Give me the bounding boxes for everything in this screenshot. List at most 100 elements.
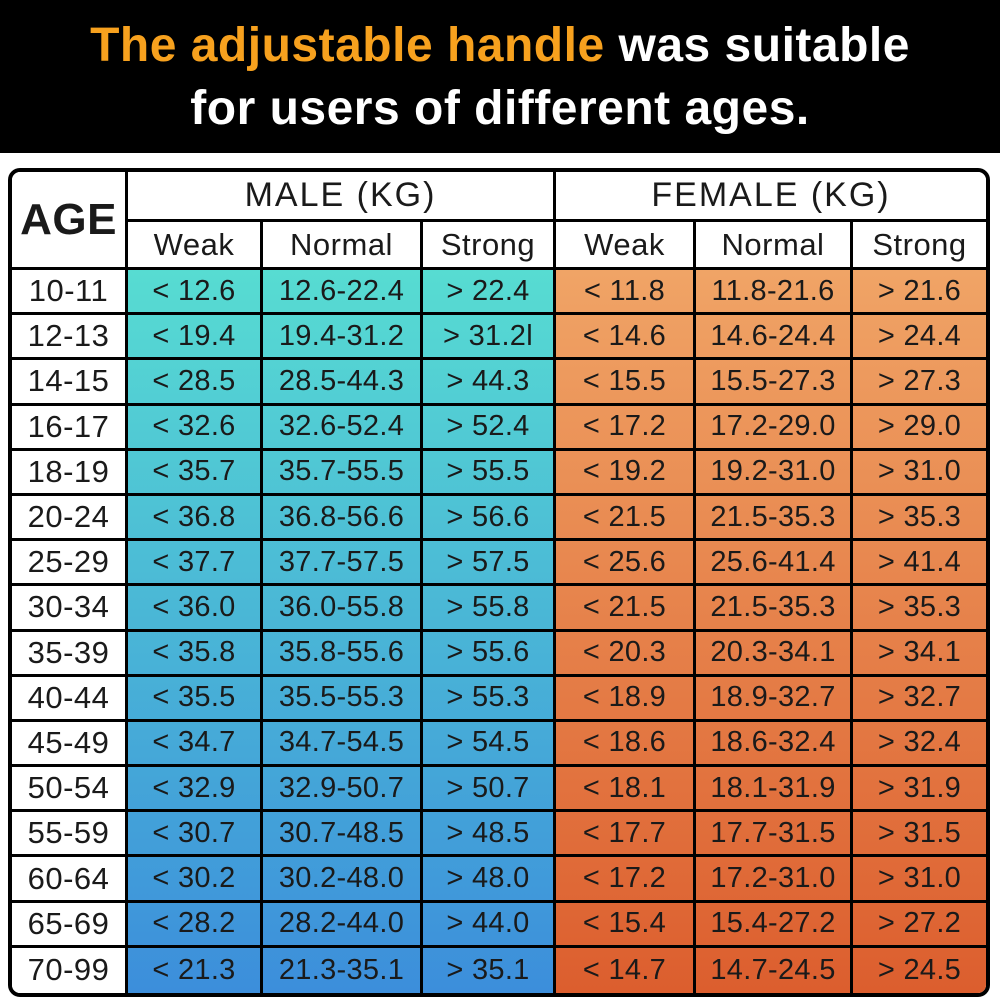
female-weak-cell: < 15.4 (556, 902, 696, 948)
male-group-header: MALE (KG) (128, 172, 556, 222)
female-normal-cell: 17.2-31.0 (696, 857, 853, 903)
title-rest: was suitable (604, 18, 910, 72)
male-weak-cell: < 28.2 (128, 902, 263, 948)
male-normal-cell: 35.8-55.6 (263, 631, 423, 677)
male-normal-header: Normal (263, 222, 423, 270)
female-weak-cell: < 25.6 (556, 541, 696, 587)
female-strong-cell: > 31.5 (853, 812, 986, 858)
male-weak-cell: < 34.7 (128, 721, 263, 768)
female-normal-cell: 25.6-41.4 (696, 541, 853, 587)
age-cell: 35-39 (12, 631, 128, 677)
male-normal-cell: 36.0-55.8 (263, 586, 423, 632)
age-column-header: AGE (12, 172, 128, 270)
female-weak-cell: < 17.2 (556, 857, 696, 903)
male-normal-cell: 32.6-52.4 (263, 405, 423, 451)
age-cell: 45-49 (12, 721, 128, 768)
age-cell: 16-17 (12, 405, 128, 451)
female-normal-cell: 17.7-31.5 (696, 812, 853, 858)
male-strong-cell: > 44.0 (423, 902, 556, 948)
male-strong-cell: > 54.5 (423, 721, 556, 768)
female-weak-cell: < 18.1 (556, 767, 696, 813)
female-gradient-background (556, 270, 986, 993)
male-normal-cell: 35.5-55.3 (263, 676, 423, 722)
male-normal-cell: 37.7-57.5 (263, 541, 423, 587)
male-normal-cell: 28.2-44.0 (263, 902, 423, 948)
male-weak-cell: < 12.6 (128, 270, 263, 316)
female-weak-cell: < 17.2 (556, 405, 696, 451)
female-normal-cell: 15.5-27.3 (696, 360, 853, 406)
female-normal-cell: 14.6-24.4 (696, 315, 853, 361)
female-weak-cell: < 21.5 (556, 586, 696, 632)
age-cell: 55-59 (12, 812, 128, 858)
male-weak-cell: < 30.7 (128, 812, 263, 858)
female-normal-cell: 14.7-24.5 (696, 947, 853, 993)
male-normal-cell: 30.2-48.0 (263, 857, 423, 903)
age-cell: 10-11 (12, 270, 128, 316)
female-normal-cell: 18.6-32.4 (696, 721, 853, 768)
female-strong-cell: > 31.0 (853, 451, 986, 496)
male-strong-cell: > 55.3 (423, 676, 556, 722)
table-grid: AGE MALE (KG) FEMALE (KG) Weak Normal St… (12, 172, 986, 993)
female-strong-cell: > 21.6 (853, 270, 986, 316)
female-weak-cell: < 11.8 (556, 270, 696, 316)
male-strong-cell: > 55.6 (423, 631, 556, 677)
male-normal-cell: 30.7-48.5 (263, 812, 423, 858)
male-weak-cell: < 21.3 (128, 947, 263, 993)
female-normal-cell: 18.9-32.7 (696, 676, 853, 722)
male-strong-cell: > 44.3 (423, 360, 556, 406)
age-cell: 70-99 (12, 947, 128, 993)
male-strong-cell: > 22.4 (423, 270, 556, 316)
age-cell: 25-29 (12, 541, 128, 587)
female-strong-cell: > 35.3 (853, 496, 986, 542)
female-strong-cell: > 34.1 (853, 632, 986, 677)
male-gradient-background (128, 270, 556, 993)
age-cell: 60-64 (12, 857, 128, 903)
female-weak-cell: < 14.6 (556, 315, 696, 361)
male-weak-cell: < 19.4 (128, 315, 263, 361)
female-strong-cell: > 31.9 (853, 767, 986, 813)
male-weak-cell: < 30.2 (128, 857, 263, 903)
male-strong-cell: > 56.6 (423, 495, 556, 542)
female-normal-header: Normal (696, 222, 853, 270)
age-cell: 30-34 (12, 586, 128, 632)
age-cell: 65-69 (12, 902, 128, 948)
male-normal-cell: 32.9-50.7 (263, 767, 423, 813)
male-weak-cell: < 32.6 (128, 405, 263, 451)
male-normal-cell: 19.4-31.2 (263, 315, 423, 361)
female-weak-cell: < 18.6 (556, 721, 696, 768)
female-strong-cell: > 24.4 (853, 315, 986, 361)
title-line-1: The adjustable handle was suitable (90, 14, 910, 77)
male-normal-cell: 28.5-44.3 (263, 360, 423, 406)
female-strong-header: Strong (853, 222, 986, 270)
female-strong-cell: > 27.3 (853, 360, 986, 406)
male-strong-cell: > 52.4 (423, 405, 556, 451)
age-cell: 50-54 (12, 767, 128, 813)
female-weak-cell: < 15.5 (556, 360, 696, 406)
title-banner: The adjustable handle was suitable for u… (0, 0, 1000, 153)
female-strong-cell: > 24.5 (877, 953, 962, 986)
female-weak-cell: < 20.3 (556, 631, 696, 677)
male-strong-cell: > 55.8 (423, 586, 556, 632)
female-weak-cell: < 21.5 (556, 495, 696, 542)
male-strong-header: Strong (423, 222, 556, 270)
male-weak-cell: < 36.0 (128, 586, 263, 632)
strength-table: AGE MALE (KG) FEMALE (KG) Weak Normal St… (8, 168, 990, 997)
age-cell: 20-24 (12, 495, 128, 542)
female-normal-cell: 19.2-31.0 (696, 450, 853, 496)
age-cell: 18-19 (12, 450, 128, 496)
female-weak-header: Weak (556, 222, 696, 270)
female-strong-cell: > 41.4 (853, 541, 986, 587)
age-cell: 14-15 (12, 360, 128, 406)
male-weak-cell: < 36.8 (128, 495, 263, 542)
male-weak-cell: < 28.5 (128, 360, 263, 406)
male-strong-cell: > 50.7 (423, 767, 556, 813)
male-strong-cell: > 48.0 (423, 857, 556, 903)
male-normal-cell: 21.3-35.1 (263, 947, 423, 993)
female-normal-cell: 17.2-29.0 (696, 405, 853, 451)
age-cell: 40-44 (12, 676, 128, 722)
female-strong-cell: > 35.3 (853, 586, 986, 632)
female-normal-cell: 15.4-27.2 (696, 902, 853, 948)
female-strong-cell: > 29.0 (853, 406, 986, 451)
title-highlight: The adjustable handle (90, 18, 605, 72)
male-weak-header: Weak (128, 222, 263, 270)
